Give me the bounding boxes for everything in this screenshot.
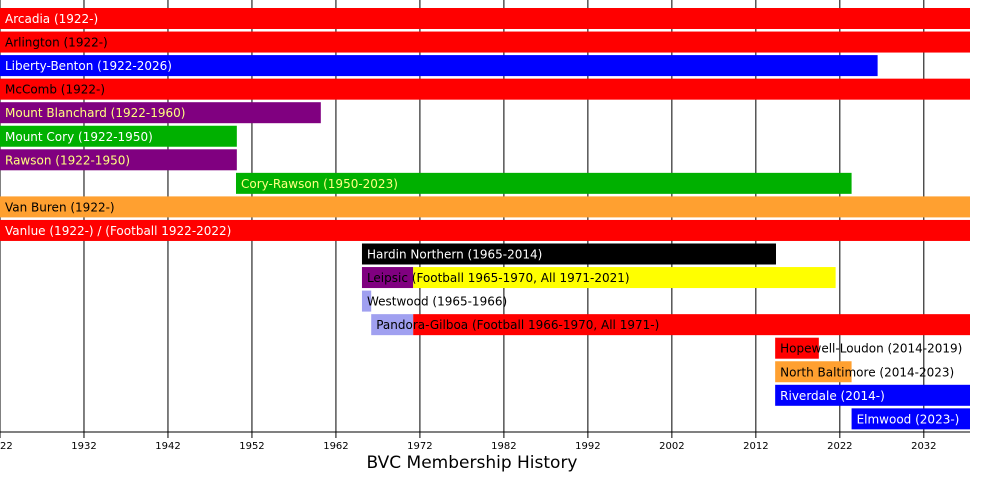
bar-label: Arcadia (1922-)	[5, 12, 98, 26]
bar-label: Rawson (1922-1950)	[5, 153, 130, 167]
x-tick-label: 2022	[827, 441, 852, 452]
bar-label: Westwood (1965-1966)	[367, 295, 507, 309]
bar-label: Leipsic (Football 1965-1970, All 1971-20…	[367, 271, 630, 285]
x-tick-label: 1982	[491, 441, 516, 452]
x-tick-label: 1992	[575, 441, 600, 452]
labels: Arcadia (1922-) Arlington (1922-) Liberty-…	[5, 12, 962, 426]
bar-label: Cory-Rawson (1950-2023)	[241, 177, 398, 191]
bar-label: Riverdale (2014-)	[780, 389, 885, 403]
bar-segment	[413, 314, 970, 336]
bar-segment	[0, 102, 321, 124]
bar-segment	[235, 172, 852, 194]
bar-label: Van Buren (1922-)	[5, 200, 115, 214]
bar-segment	[775, 384, 970, 406]
bar-segment	[0, 78, 970, 100]
bar-segment	[0, 219, 970, 241]
bar-label: Arlington (1922-)	[5, 36, 108, 50]
bar-label: North Baltimore (2014-2023)	[780, 365, 954, 379]
bar-label: McComb (1922-)	[5, 83, 105, 97]
bar-segment	[371, 314, 414, 336]
bar-label: Elmwood (2023-)	[857, 412, 960, 426]
bar-label: Hardin Northern (1965-2014)	[367, 248, 542, 262]
bar-segment	[0, 31, 970, 53]
x-tick-label: 1942	[155, 441, 180, 452]
x-tick-label: 2012	[743, 441, 768, 452]
x-tick-label: 2032	[911, 441, 936, 452]
bar-segment	[361, 290, 372, 312]
x-tick-label: 1962	[323, 441, 348, 452]
x-tick-label: 1922	[0, 441, 13, 452]
bar-segment	[0, 125, 237, 147]
x-axis-title: BVC Membership History	[367, 453, 578, 473]
bar-label: Mount Cory (1922-1950)	[5, 130, 153, 144]
bar-label: Vanlue (1922-) / (Football 1922-2022)	[5, 224, 231, 238]
x-tick-label: 2002	[659, 441, 684, 452]
bars	[0, 8, 970, 430]
bar-segment	[0, 8, 970, 29]
bar-segment	[0, 149, 237, 171]
bar-label: Hopewell-Loudon (2014-2019)	[780, 342, 962, 356]
bar-label: Pandora-Gilboa (Football 1966-1970, All …	[376, 318, 659, 332]
bar-segment	[775, 361, 852, 383]
bar-segment	[851, 408, 970, 430]
x-tick-label: 1952	[239, 441, 264, 452]
bar-segment	[0, 196, 970, 218]
bar-label: Mount Blanchard (1922-1960)	[5, 106, 185, 120]
bar-segment	[0, 55, 878, 77]
bar-segment	[361, 243, 776, 265]
x-tick-label: 1972	[407, 441, 432, 452]
bar-label: Liberty-Benton (1922-2026)	[5, 59, 172, 73]
bar-segment	[775, 337, 819, 359]
bar-segment	[413, 267, 836, 289]
bar-segment	[361, 267, 414, 289]
x-tick-label: 1932	[71, 441, 96, 452]
